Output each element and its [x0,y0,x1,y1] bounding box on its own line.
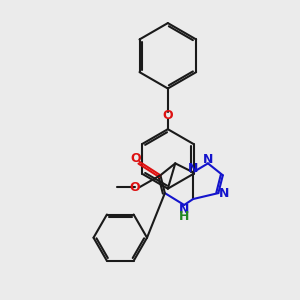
Text: O: O [130,181,140,194]
Text: N: N [188,162,198,175]
Text: N: N [179,203,189,216]
Text: O: O [163,109,173,122]
Text: O: O [131,152,141,165]
Text: N: N [203,153,213,166]
Text: H: H [179,210,189,223]
Text: N: N [218,187,229,200]
